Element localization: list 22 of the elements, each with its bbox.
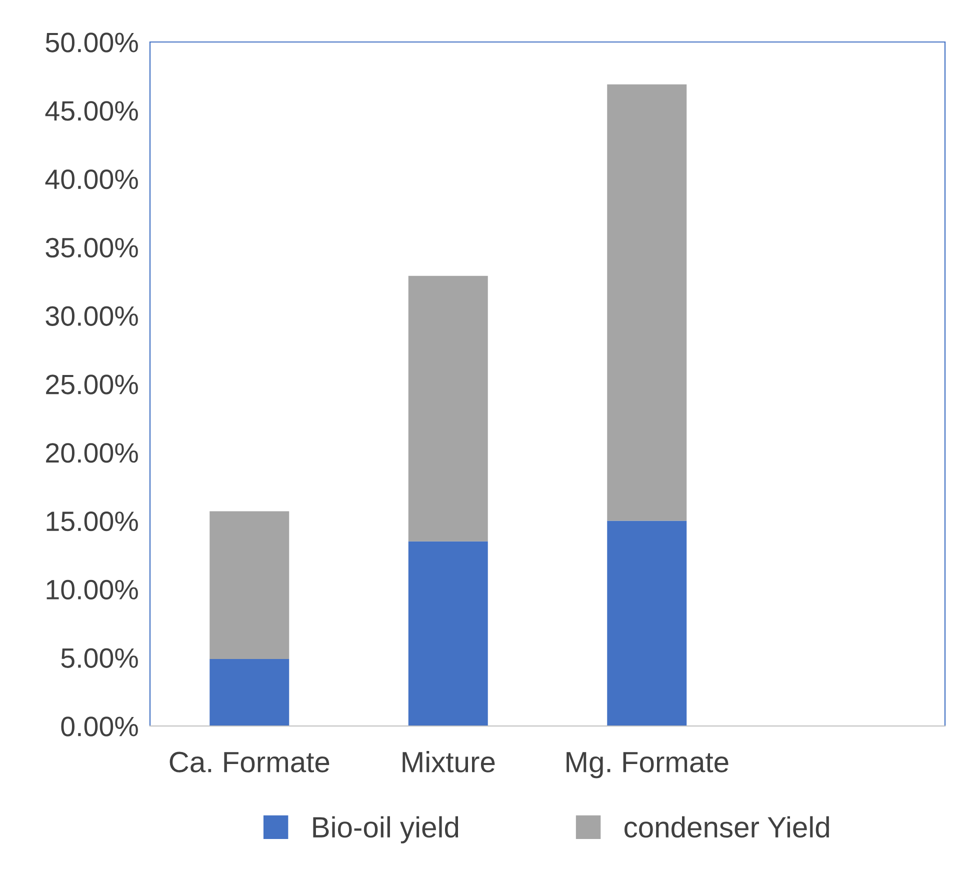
legend-label: condenser Yield [624, 816, 829, 838]
x-tick-label: Ca. Formate [170, 752, 330, 772]
bar [408, 541, 488, 726]
y-tick-label: 0.00% [61, 716, 138, 736]
y-tick-label: 25.00% [46, 374, 138, 394]
y-tick-label: 35.00% [46, 238, 138, 258]
bar [408, 276, 488, 542]
y-tick-label: 10.00% [46, 580, 138, 600]
legend-label: Bio-oil yield [313, 816, 458, 844]
bar [607, 84, 687, 521]
y-tick-label: 50.00% [46, 32, 138, 52]
y-tick-label: 45.00% [45, 101, 138, 121]
x-tick-label: Mg. Formate [566, 752, 728, 778]
bar [210, 511, 290, 659]
bar [210, 658, 290, 726]
y-tick-label: 5.00% [61, 648, 138, 668]
x-tick-label: Mixture [402, 751, 495, 772]
bar [607, 520, 687, 726]
y-tick-label: 30.00% [46, 306, 138, 326]
y-tick-label: 20.00% [46, 443, 138, 463]
y-tick-label: 40.00% [45, 169, 138, 190]
y-tick-label: 15.00% [46, 511, 138, 532]
